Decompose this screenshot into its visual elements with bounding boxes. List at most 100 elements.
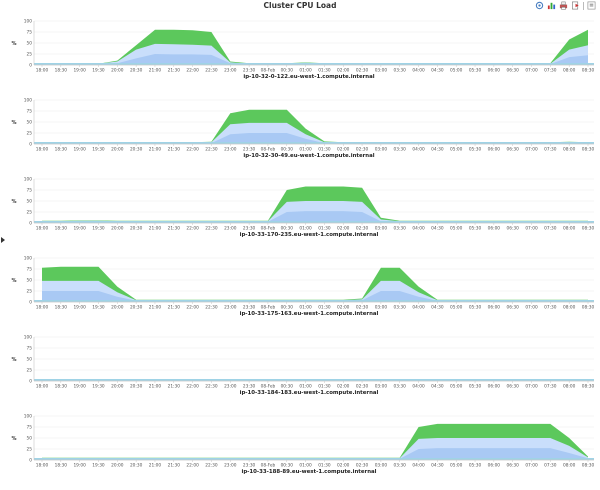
x-tick-label: 23:00 (224, 68, 237, 74)
cpu-chart-6: 100 75 50 25 0% 18:00 18:30 19:00 19:30 20:00 20:3… (11, 414, 594, 476)
y-tick-label: 50 (27, 278, 33, 284)
y-tick-label: 50 (27, 41, 33, 47)
x-tick-label: 01:30 (318, 147, 331, 153)
x-tick-label: 04:30 (431, 68, 444, 74)
x-tick-label: 04:30 (431, 463, 444, 469)
y-tick-label: 0 (29, 300, 32, 306)
x-tick-label: 20:30 (130, 147, 143, 153)
baseline-band (34, 458, 594, 460)
x-tick-label: 19:30 (92, 226, 105, 232)
x-tick-label: 08-Feb (261, 147, 276, 153)
x-tick-label: 20:00 (111, 147, 124, 153)
series-area-3 (42, 54, 588, 65)
x-tick-label: 03:30 (394, 463, 407, 469)
x-tick-label: 02:30 (356, 147, 369, 153)
x-tick-label: 23:30 (243, 68, 256, 74)
x-tick-label: 00:30 (281, 68, 294, 74)
print-icon[interactable] (559, 1, 568, 10)
x-tick-label: 08:00 (563, 226, 576, 232)
x-tick-label: 00:30 (281, 463, 294, 469)
x-tick-label: 19:30 (92, 147, 105, 153)
x-tick-label: 23:30 (243, 463, 256, 469)
x-tick-label: 04:00 (412, 384, 425, 390)
x-tick-label: 08-Feb (261, 384, 276, 390)
x-tick-label: 18:30 (55, 305, 68, 311)
baseline-band (34, 221, 594, 223)
x-tick-label: 02:30 (356, 384, 369, 390)
y-tick-label: 75 (27, 425, 33, 431)
y-tick-label: 100 (24, 177, 32, 183)
x-tick-label: 06:00 (488, 384, 501, 390)
x-tick-label: 21:00 (149, 384, 162, 390)
x-tick-label: 22:00 (186, 147, 199, 153)
x-tick-label: 01:30 (318, 68, 331, 74)
x-tick-label: 08-Feb (261, 305, 276, 311)
y-tick-label: 0 (29, 63, 32, 69)
x-tick-label: 07:00 (525, 463, 538, 469)
cpu-chart-4: 100 75 50 25 0% 18:00 18:30 19:00 19:30 20:00 20:3… (11, 256, 595, 318)
x-tick-label: 08:30 (582, 305, 595, 311)
y-tick-label: 50 (27, 357, 33, 363)
x-tick-label: 08-Feb (261, 463, 276, 469)
x-tick-label: 07:00 (525, 147, 538, 153)
x-tick-label: 04:30 (431, 226, 444, 232)
x-tick-label: 08:00 (563, 463, 576, 469)
x-tick-label: 01:00 (299, 305, 312, 311)
host-name-label: ip-10-33-188-89.eu-west-1.compute.intern… (241, 469, 376, 475)
x-tick-label: 19:30 (92, 68, 105, 74)
x-tick-label: 07:30 (544, 384, 557, 390)
x-tick-label: 03:30 (394, 68, 407, 74)
export-icon[interactable] (571, 1, 580, 10)
x-tick-label: 23:00 (224, 226, 237, 232)
x-tick-label: 04:30 (431, 384, 444, 390)
x-tick-label: 21:30 (168, 384, 181, 390)
x-tick-label: 23:00 (224, 147, 237, 153)
baseline-band (34, 63, 594, 65)
x-tick-label: 05:30 (469, 463, 482, 469)
x-tick-label: 05:30 (469, 384, 482, 390)
toolbar-separator (583, 1, 584, 10)
y-tick-label: 0 (29, 142, 32, 148)
x-tick-label: 18:00 (36, 68, 49, 74)
expand-panel-arrow[interactable] (1, 237, 5, 243)
x-tick-label: 19:00 (73, 68, 86, 74)
cpu-chart-1: 100 75 50 25 0% 18:00 18:30 19:00 19:30 20:00 20:3… (11, 19, 594, 81)
series-area-3 (42, 448, 588, 460)
x-tick-label: 06:30 (506, 384, 519, 390)
x-tick-label: 02:00 (337, 68, 350, 74)
x-tick-label: 06:30 (506, 68, 519, 74)
x-tick-label: 07:00 (525, 226, 538, 232)
y-tick-label: 25 (27, 368, 33, 374)
x-tick-label: 08:30 (582, 384, 595, 390)
y-tick-label: 0 (29, 458, 32, 464)
x-tick-label: 01:30 (318, 463, 331, 469)
x-tick-label: 21:00 (149, 68, 162, 74)
y-axis-label: % (11, 199, 16, 205)
x-tick-label: 22:30 (205, 226, 218, 232)
x-tick-label: 05:00 (450, 226, 463, 232)
x-tick-label: 22:30 (205, 463, 218, 469)
x-tick-label: 06:00 (488, 226, 501, 232)
x-tick-label: 04:00 (412, 226, 425, 232)
bar-chart-icon[interactable] (547, 1, 556, 10)
baseline-band (34, 379, 594, 381)
x-tick-label: 21:30 (168, 147, 181, 153)
x-tick-label: 05:00 (450, 305, 463, 311)
y-tick-label: 0 (29, 221, 32, 227)
y-tick-label: 50 (27, 199, 33, 205)
x-tick-label: 21:30 (168, 226, 181, 232)
x-tick-label: 03:00 (375, 305, 388, 311)
x-tick-label: 19:00 (73, 463, 86, 469)
legend-icon[interactable] (535, 1, 544, 10)
x-tick-label: 07:00 (525, 68, 538, 74)
x-tick-label: 19:00 (73, 305, 86, 311)
x-tick-label: 19:30 (92, 305, 105, 311)
series-area-3 (42, 211, 588, 223)
x-tick-label: 19:00 (73, 226, 86, 232)
menu-icon[interactable] (587, 1, 596, 10)
y-tick-label: 100 (24, 256, 32, 262)
page-title: Cluster CPU Load (263, 1, 337, 10)
x-tick-label: 06:00 (488, 463, 501, 469)
x-tick-label: 08:00 (563, 68, 576, 74)
x-tick-label: 23:30 (243, 384, 256, 390)
